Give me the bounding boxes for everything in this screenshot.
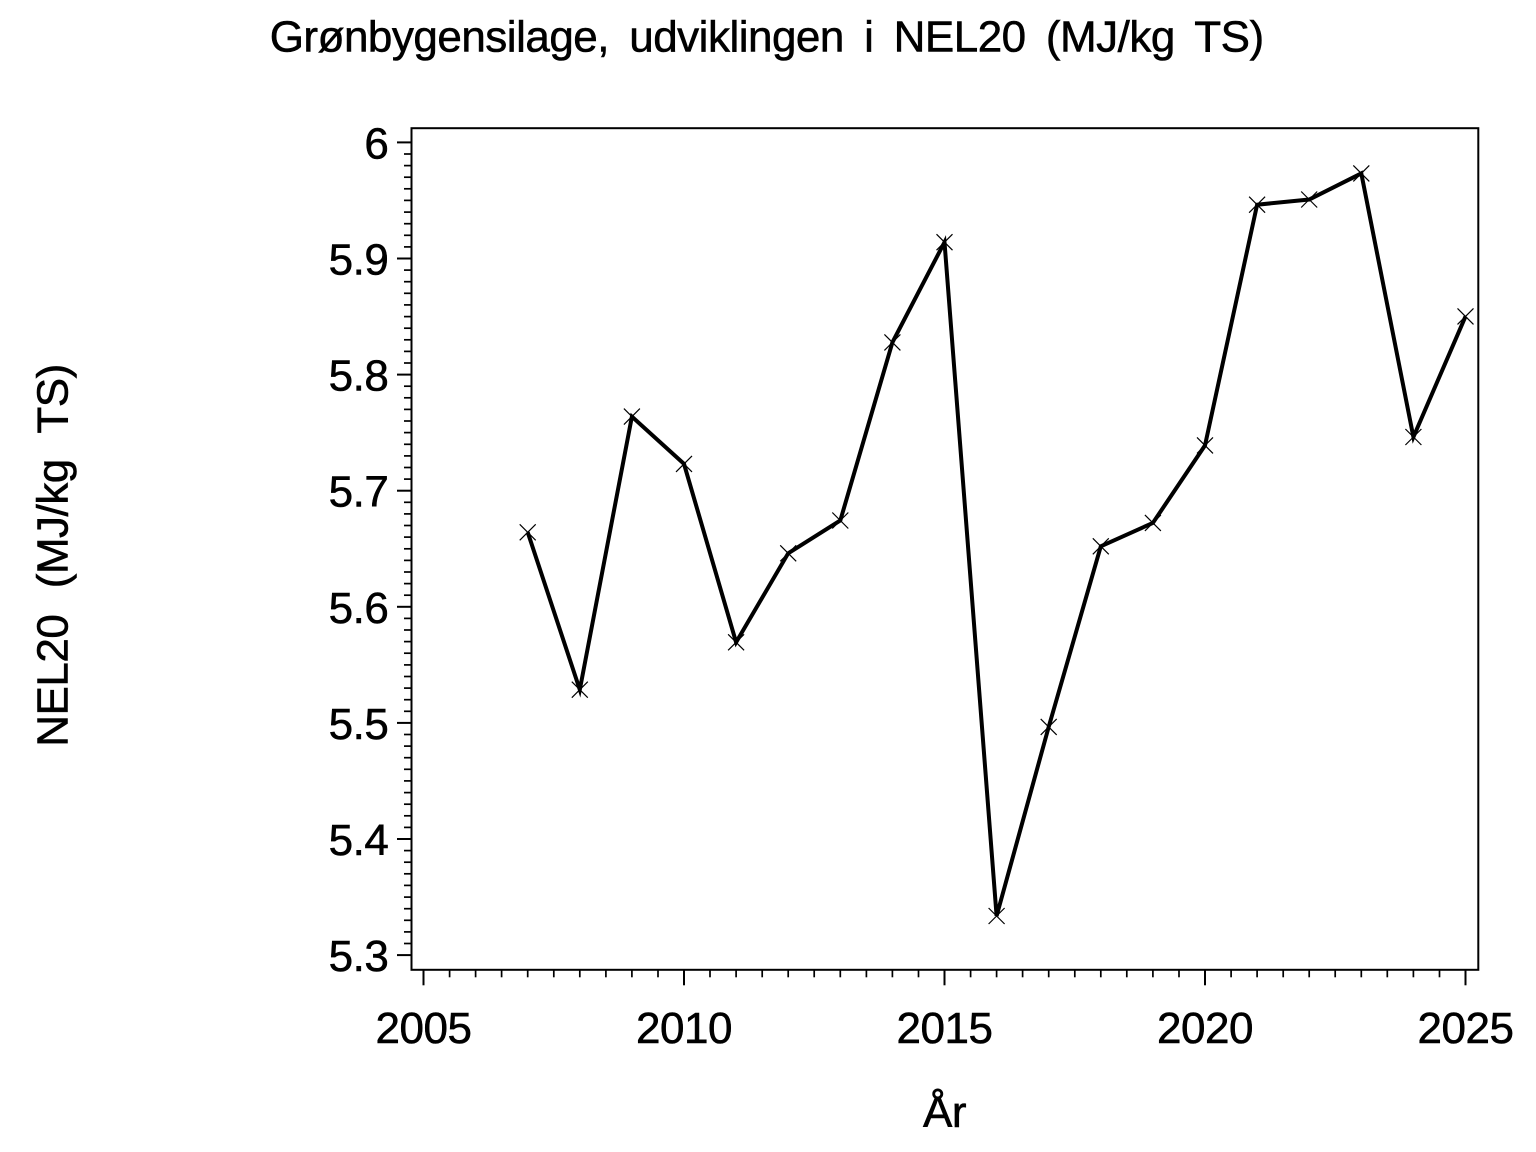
svg-text:2015: 2015 [897,1004,993,1053]
svg-text:År: År [923,1088,966,1137]
svg-text:6: 6 [364,119,388,168]
svg-text:Grønbygensilage, udviklingen i: Grønbygensilage, udviklingen i NEL20 (MJ… [270,13,1264,62]
svg-text:2010: 2010 [636,1004,732,1053]
svg-text:2025: 2025 [1418,1004,1514,1053]
svg-text:5.8: 5.8 [329,352,389,401]
svg-text:5.6: 5.6 [329,584,389,633]
svg-text:5.7: 5.7 [329,468,389,517]
svg-text:5.9: 5.9 [329,236,389,285]
svg-text:5.3: 5.3 [329,932,389,981]
svg-text:2005: 2005 [376,1004,472,1053]
svg-text:5.4: 5.4 [329,816,389,865]
svg-text:5.5: 5.5 [329,700,389,749]
svg-text:2020: 2020 [1157,1004,1253,1053]
svg-text:NEL20 (MJ/kg TS): NEL20 (MJ/kg TS) [29,364,78,746]
